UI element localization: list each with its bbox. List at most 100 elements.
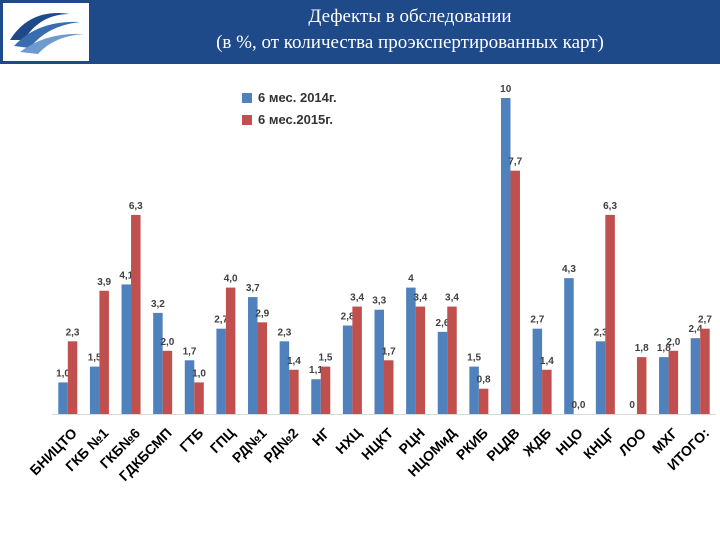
bar-2014	[469, 366, 479, 414]
bar-2014	[248, 297, 258, 414]
data-label-2014: 2,6	[436, 318, 450, 329]
bar-2015	[447, 306, 457, 414]
data-label-2014: 2,7	[214, 315, 228, 326]
bar-2015	[700, 328, 710, 414]
bar-2014	[437, 331, 448, 414]
data-label-2014: 10	[500, 84, 512, 95]
legend-swatch-2	[242, 115, 252, 125]
bar-2015	[384, 360, 394, 414]
data-label-2014: 1,8	[657, 343, 671, 354]
chart-title-line1: Дефекты в обследовании	[308, 6, 512, 27]
data-label-2014: 1,5	[88, 353, 102, 364]
bar-2015	[257, 322, 268, 414]
data-label-2014: 4	[408, 274, 414, 285]
data-label-2015: 7,7	[508, 157, 522, 168]
logo-icon	[1, 1, 91, 63]
data-label-2015: 1,7	[382, 346, 396, 357]
header-bar: Дефекты в обследовании (в %, от количест…	[0, 0, 720, 64]
bar-2015	[478, 388, 489, 414]
bar-2015	[67, 341, 78, 414]
data-label-2015: 3,4	[445, 293, 459, 304]
bar-chart: 6 мес. 2014г.6 мес.2015г.1,02,3БНИЦТО1,5…	[27, 84, 716, 484]
data-label-2015: 2,7	[698, 315, 712, 326]
data-label-2015: 2,3	[66, 327, 80, 338]
category-label: НЦО	[552, 425, 585, 458]
data-label-2014: 2,4	[688, 324, 702, 335]
data-label-2015: 3,9	[97, 277, 111, 288]
category-label: ГТБ	[176, 425, 206, 455]
data-label-2014: 1,7	[183, 346, 197, 357]
bar-2015	[131, 214, 141, 414]
bar-2014	[184, 360, 195, 414]
data-label-2015: 1,4	[540, 356, 554, 367]
category-label: КНЦГ	[580, 425, 617, 462]
data-label-2014: 2,3	[277, 327, 291, 338]
bar-2014	[216, 328, 226, 414]
category-label: ЖДБ	[519, 425, 554, 460]
category-label: НГ	[309, 425, 333, 449]
category-label: РКИБ	[453, 425, 491, 463]
data-label-2014: 2,7	[530, 315, 544, 326]
data-label-2014: 4,1	[119, 270, 133, 281]
bar-2014	[595, 341, 606, 414]
data-label-2015: 0,0	[572, 400, 586, 411]
bar-2014	[342, 325, 353, 414]
data-label-2014: 2,3	[594, 327, 608, 338]
data-label-2015: 3,4	[350, 293, 364, 304]
bar-2014	[89, 366, 100, 414]
data-label-2014: 4,3	[562, 264, 576, 275]
bar-2015	[99, 290, 109, 414]
data-label-2015: 1,5	[319, 353, 333, 364]
category-label: НЦКТ	[358, 425, 396, 463]
data-label-2014: 1,0	[56, 368, 70, 379]
data-label-2014: 1,5	[467, 353, 481, 364]
bar-2015	[668, 350, 679, 414]
bar-2014	[690, 338, 701, 414]
data-label-2014: 3,7	[246, 283, 260, 294]
category-label: ЛОО	[615, 425, 649, 459]
bar-2015	[162, 350, 173, 414]
data-label-2015: 2,0	[160, 337, 174, 348]
data-label-2014: 0	[629, 400, 635, 411]
bar-2014	[500, 98, 511, 414]
bar-2015	[320, 366, 331, 414]
bar-2014	[121, 284, 132, 414]
bar-2014	[153, 312, 163, 414]
legend-swatch-1	[242, 93, 252, 103]
legend-label-2: 6 мес.2015г.	[258, 112, 333, 127]
bar-2014	[374, 309, 384, 414]
data-label-2015: 4,0	[224, 274, 238, 285]
bar-2014	[659, 357, 669, 414]
bar-2014	[564, 278, 574, 414]
bar-2014	[279, 341, 290, 414]
data-label-2015: 2,9	[255, 308, 269, 319]
bar-2015	[415, 306, 426, 414]
bar-2014	[406, 287, 416, 414]
data-label-2015: 2,0	[666, 337, 680, 348]
data-label-2014: 2,8	[341, 312, 355, 323]
data-label-2015: 3,4	[413, 293, 427, 304]
category-label: РД№2	[260, 425, 301, 466]
data-label-2015: 1,8	[635, 343, 649, 354]
legend-label-1: 6 мес. 2014г.	[258, 90, 337, 105]
bar-2015	[289, 369, 299, 414]
data-label-2015: 6,3	[603, 201, 617, 212]
data-label-2014: 3,2	[151, 299, 165, 310]
bar-2015	[636, 357, 647, 414]
bar-2015	[542, 369, 552, 414]
bar-2015	[352, 306, 362, 414]
bar-2015	[605, 214, 615, 414]
bar-2014	[532, 328, 543, 414]
bar-2015	[194, 382, 204, 414]
bar-2014	[58, 382, 68, 414]
category-label: РЦДВ	[483, 425, 522, 464]
bar-2015	[225, 287, 236, 414]
data-label-2014: 3,3	[372, 296, 386, 307]
data-label-2015: 1,0	[192, 368, 206, 379]
data-label-2015: 6,3	[129, 201, 143, 212]
data-label-2015: 0,8	[477, 375, 491, 386]
bar-2015	[510, 170, 520, 414]
category-label: РД№1	[229, 425, 270, 466]
data-label-2015: 1,4	[287, 356, 301, 367]
bar-2014	[311, 379, 321, 414]
